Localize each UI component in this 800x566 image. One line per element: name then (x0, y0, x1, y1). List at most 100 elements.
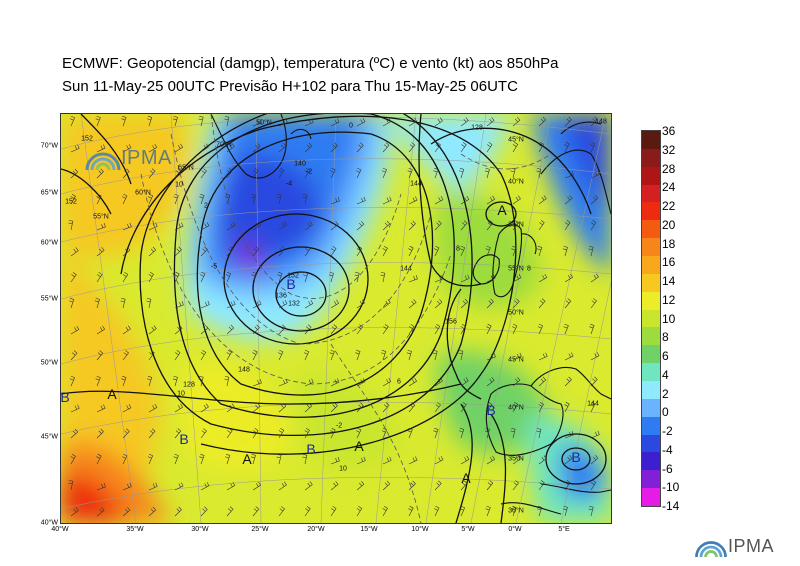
wind-barb (96, 247, 105, 257)
wind-barb (484, 167, 490, 179)
wind-barb (408, 275, 418, 283)
high-pressure-label: A (497, 202, 507, 218)
colorbar-segment (642, 166, 660, 186)
wind-barb (382, 480, 391, 491)
latitude-label: 65°N (178, 164, 194, 172)
wind-barb (252, 168, 259, 179)
wind-barb (434, 274, 444, 283)
colorbar-tick-label: -4 (662, 442, 673, 457)
wind-barb (356, 167, 362, 179)
wind-barb (252, 403, 261, 413)
wind-barb (148, 222, 158, 231)
high-pressure-label: A (461, 470, 471, 486)
wind-barb (434, 117, 443, 127)
colorbar-tick-label: 24 (662, 180, 676, 195)
latitude-label: 35°N (508, 455, 524, 463)
wind-barb (225, 453, 231, 465)
wind-barb (70, 325, 80, 335)
wind-barb (252, 379, 262, 387)
colorbar-segment (642, 452, 660, 471)
wind-barb (148, 403, 158, 413)
latitude-axis-label: 60°W (40, 239, 58, 247)
wind-barb (356, 324, 363, 335)
latitude-label: 55°N (93, 213, 109, 221)
colorbar-segment (642, 238, 660, 257)
wind-barb (486, 402, 493, 413)
wind-barb (512, 116, 521, 127)
wind-barb (330, 402, 338, 413)
low-pressure-label: B (486, 402, 496, 418)
wind-barb (564, 431, 574, 439)
wind-barb (486, 298, 494, 309)
colorbar-segment (642, 470, 660, 489)
latitude-label: 50°N (508, 309, 524, 317)
wind-barb (278, 506, 285, 517)
wind-barb (147, 115, 153, 127)
wind-barb (70, 428, 79, 439)
wind-barb (200, 168, 207, 179)
colorbar-segment (642, 345, 660, 364)
wind-barb (354, 272, 360, 283)
wind-barb (174, 271, 180, 283)
wind-barb (200, 349, 207, 361)
wind-barb (459, 245, 466, 257)
wind-barb (536, 428, 542, 439)
longitude-axis-label: 35°W (126, 526, 144, 533)
wind-barb (538, 141, 544, 153)
isotherms (140, 114, 552, 523)
wind-barb (460, 377, 469, 387)
latitude-label: 55°N (508, 265, 524, 273)
ipma-logo: IPMA (694, 536, 774, 557)
wind-barb (589, 323, 595, 335)
wind-barb (330, 506, 337, 517)
colorbar-tick-label: 20 (662, 217, 676, 232)
wind-barb (512, 480, 519, 491)
wind-barb (96, 404, 106, 413)
isotherm-label: -5 (210, 263, 218, 271)
contour-label: 128 (183, 381, 195, 389)
contour-label: 132 (288, 300, 300, 308)
ipma-watermark-logo: IPMA (85, 147, 172, 170)
wind-barb (408, 480, 416, 491)
wind-barb (460, 274, 470, 283)
colorbar-segment (642, 488, 660, 507)
contour-label: 144 (587, 400, 599, 408)
wind-barb (96, 193, 102, 205)
wind-barb (200, 482, 210, 491)
wind-barb (276, 194, 282, 205)
wind-barb (538, 298, 546, 309)
wind-barb (278, 221, 287, 231)
wind-barb (356, 245, 363, 257)
wind-barb (485, 245, 491, 257)
wind-barb (460, 298, 469, 309)
contour-label: 148 (238, 366, 250, 374)
wind-barb (564, 195, 573, 205)
wind-barb (512, 323, 518, 335)
wind-barb (252, 221, 262, 231)
wind-barb (122, 144, 132, 153)
wind-barb (590, 141, 596, 153)
colorbar-segment (642, 273, 660, 293)
low-pressure-label: B (306, 441, 316, 457)
wind-barb (304, 427, 310, 439)
colorbar-tick-label: 16 (662, 255, 676, 270)
wind-barb (484, 427, 490, 439)
wind-barb (564, 273, 574, 283)
wind-barb (562, 505, 568, 517)
colorbar-tick-label: 6 (662, 349, 669, 363)
wind-barb (564, 376, 572, 387)
wind-barb (382, 220, 391, 231)
ipma-watermark-text: IPMA (121, 147, 172, 169)
wind-barb (121, 375, 127, 387)
wind-barb (512, 376, 521, 387)
latitude-label: 60°N (135, 189, 151, 197)
wind-barb (198, 116, 204, 127)
wind-barb (512, 401, 519, 413)
colorbar-tick-label: 2 (662, 386, 669, 401)
wind-barb (356, 299, 365, 309)
wind-barb (226, 168, 233, 179)
wind-barb (408, 245, 414, 257)
colorbar-tick-label: 22 (662, 199, 676, 213)
latitude-label: 40°N (508, 404, 524, 412)
wind-barb (302, 454, 308, 465)
